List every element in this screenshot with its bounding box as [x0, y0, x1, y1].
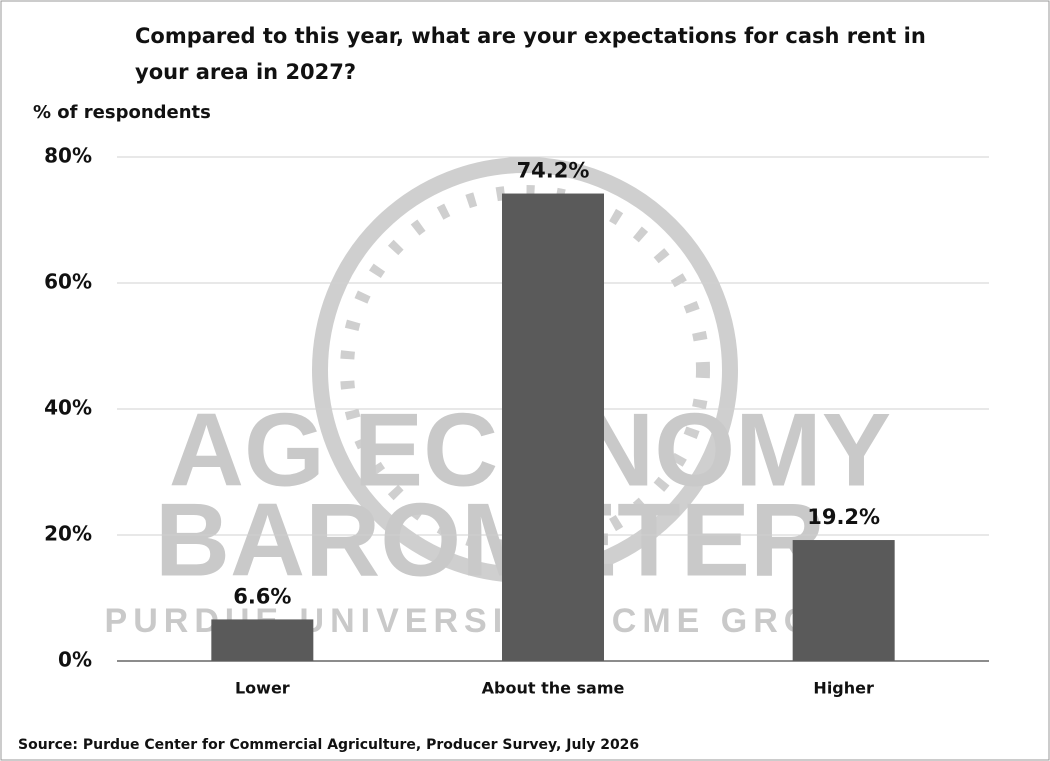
x-tick-label: About the same	[482, 679, 625, 698]
data-label: 19.2%	[807, 505, 880, 529]
x-tick-label: Higher	[813, 679, 874, 698]
y-tick-label: 60%	[44, 270, 92, 294]
watermark: BAROMETER	[155, 482, 825, 598]
y-tick-label: 0%	[58, 648, 92, 672]
y-axis-label: % of respondents	[33, 102, 211, 123]
data-label: 6.6%	[233, 584, 291, 608]
bar	[502, 193, 604, 662]
chart-title: Compared to this year, what are your exp…	[135, 24, 926, 84]
source: Source: Purdue Center for Commercial Agr…	[18, 737, 639, 753]
y-tick-label: 40%	[44, 396, 92, 420]
bar	[211, 619, 314, 661]
bar	[792, 540, 895, 661]
y-tick-label: 20%	[44, 522, 92, 546]
y-tick-label: 80%	[44, 144, 92, 168]
data-label: 74.2%	[517, 159, 590, 183]
x-tick-label: Lower	[235, 679, 290, 698]
watermark-dial-ticks	[340, 185, 710, 555]
